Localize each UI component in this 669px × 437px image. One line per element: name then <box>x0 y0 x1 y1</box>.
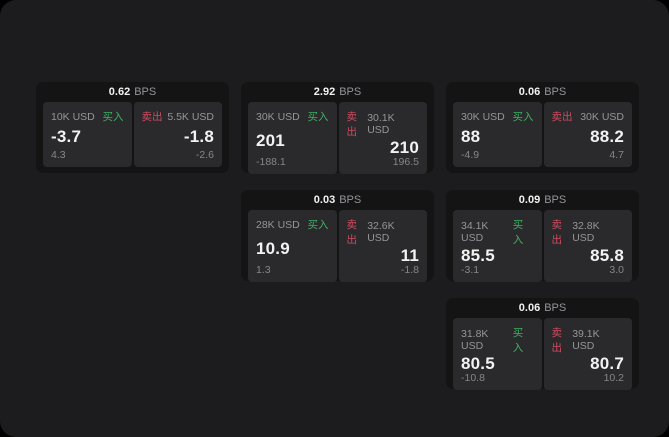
buy-sub-value: -4.9 <box>461 149 480 161</box>
sell-panel[interactable]: 卖出 30.1K USD 210 196.5 <box>338 102 427 174</box>
sell-sub-value: 4.7 <box>609 149 624 161</box>
buy-panel[interactable]: 34.1K USD 买入 85.5 -3.1 <box>453 210 542 282</box>
sell-amount: 39.1K USD <box>572 328 600 352</box>
buy-price: 10.9 <box>256 238 290 258</box>
buy-label: 买入 <box>512 327 524 354</box>
buy-price: 88 <box>461 127 481 146</box>
sell-price: 88.2 <box>590 127 624 146</box>
buy-label: 买入 <box>307 111 329 123</box>
sell-label: 卖出 <box>346 111 358 138</box>
sell-panel[interactable]: 卖出 30K USD 88.2 4.7 <box>543 102 632 167</box>
quote-card-1: 0.62 BPS 10K USD 买入 -3.7 4.3 卖出 5.5K USD <box>36 82 229 173</box>
bps-header: 0.06 BPS <box>453 298 632 318</box>
sell-panel[interactable]: 卖出 5.5K USD -1.8 -2.6 <box>133 102 222 167</box>
sell-price: 11 <box>400 246 419 265</box>
quote-cards-grid: 0.62 BPS 10K USD 买入 -3.7 4.3 卖出 5.5K USD <box>36 82 639 390</box>
sell-amount: 32.8K USD <box>572 220 600 244</box>
bps-unit-label: BPS <box>339 194 362 206</box>
buy-panel[interactable]: 10K USD 买入 -3.7 4.3 <box>43 102 132 167</box>
buy-amount: 30K USD <box>256 110 300 123</box>
bps-header: 2.92 BPS <box>248 82 427 102</box>
buy-label: 买入 <box>307 219 329 231</box>
bps-value: 2.92 <box>313 86 336 98</box>
buy-sub-value: 4.3 <box>51 149 66 161</box>
sell-label: 卖出 <box>346 219 358 246</box>
buy-panel[interactable]: 28K USD 买入 10.9 1.3 <box>248 210 337 282</box>
bps-unit-label: BPS <box>134 86 157 98</box>
sell-price: 85.8 <box>590 246 624 265</box>
buy-sub-value: -10.8 <box>461 372 485 384</box>
quote-card-2: 2.92 BPS 30K USD 买入 201 -188.1 卖出 30.1K … <box>241 82 434 174</box>
quote-card-5: 0.09 BPS 34.1K USD 买入 85.5 -3.1 卖出 32.8K… <box>446 190 639 282</box>
quote-card-3: 0.06 BPS 30K USD 买入 88 -4.9 卖出 30K USD <box>446 82 639 173</box>
sell-label: 卖出 <box>551 219 563 246</box>
buy-label: 买入 <box>512 111 534 123</box>
quote-card-4: 0.03 BPS 28K USD 买入 10.9 1.3 卖出 32.6K US… <box>241 190 434 282</box>
bps-value: 0.09 <box>518 194 541 206</box>
buy-panel[interactable]: 30K USD 买入 88 -4.9 <box>453 102 542 167</box>
sell-sub-value: 3.0 <box>609 264 624 276</box>
buy-amount: 10K USD <box>51 110 95 123</box>
sell-panel[interactable]: 卖出 32.8K USD 85.8 3.0 <box>543 210 632 282</box>
buy-label: 买入 <box>102 111 124 123</box>
sell-amount: 30K USD <box>580 110 624 123</box>
buy-amount: 34.1K USD <box>461 220 489 244</box>
buy-price: 201 <box>256 130 285 150</box>
bps-header: 0.09 BPS <box>453 190 632 210</box>
buy-amount: 31.8K USD <box>461 328 489 352</box>
bps-unit-label: BPS <box>544 86 567 98</box>
buy-sub-value: -188.1 <box>256 156 286 168</box>
buy-panel[interactable]: 31.8K USD 买入 80.5 -10.8 <box>453 318 542 390</box>
buy-label: 买入 <box>512 219 524 246</box>
sell-price: 210 <box>390 138 419 157</box>
bps-unit-label: BPS <box>544 302 567 314</box>
sell-sub-value: 196.5 <box>392 156 419 168</box>
bps-header: 0.62 BPS <box>43 82 222 102</box>
quote-card-6: 0.06 BPS 31.8K USD 买入 80.5 -10.8 卖出 39.1… <box>446 298 639 390</box>
sell-price: 80.7 <box>590 354 624 373</box>
bps-unit-label: BPS <box>544 194 567 206</box>
sell-panel[interactable]: 卖出 39.1K USD 80.7 10.2 <box>543 318 632 390</box>
buy-amount: 28K USD <box>256 218 300 231</box>
buy-panel[interactable]: 30K USD 买入 201 -188.1 <box>248 102 337 174</box>
sell-label: 卖出 <box>551 111 573 123</box>
sell-amount: 30.1K USD <box>367 112 395 136</box>
bps-value: 0.06 <box>518 86 541 98</box>
bps-value: 0.62 <box>108 86 131 98</box>
sell-sub-value: -1.8 <box>400 264 419 276</box>
buy-price: 80.5 <box>461 354 495 373</box>
sell-amount: 32.6K USD <box>367 220 395 244</box>
sell-amount: 5.5K USD <box>167 110 214 123</box>
bps-header: 0.03 BPS <box>248 190 427 210</box>
bps-unit-label: BPS <box>339 86 362 98</box>
bps-value: 0.06 <box>518 302 541 314</box>
sell-sub-value: 10.2 <box>603 372 624 384</box>
sell-price: -1.8 <box>183 127 214 146</box>
buy-price: -3.7 <box>51 127 82 146</box>
buy-price: 85.5 <box>461 246 495 265</box>
bps-header: 0.06 BPS <box>453 82 632 102</box>
sell-sub-value: -2.6 <box>195 149 214 161</box>
sell-label: 卖出 <box>551 327 563 354</box>
sell-label: 卖出 <box>141 111 163 123</box>
buy-sub-value: 1.3 <box>256 264 271 276</box>
bps-value: 0.03 <box>313 194 336 206</box>
buy-amount: 30K USD <box>461 110 505 123</box>
sell-panel[interactable]: 卖出 32.6K USD 11 -1.8 <box>338 210 427 282</box>
buy-sub-value: -3.1 <box>461 264 480 276</box>
